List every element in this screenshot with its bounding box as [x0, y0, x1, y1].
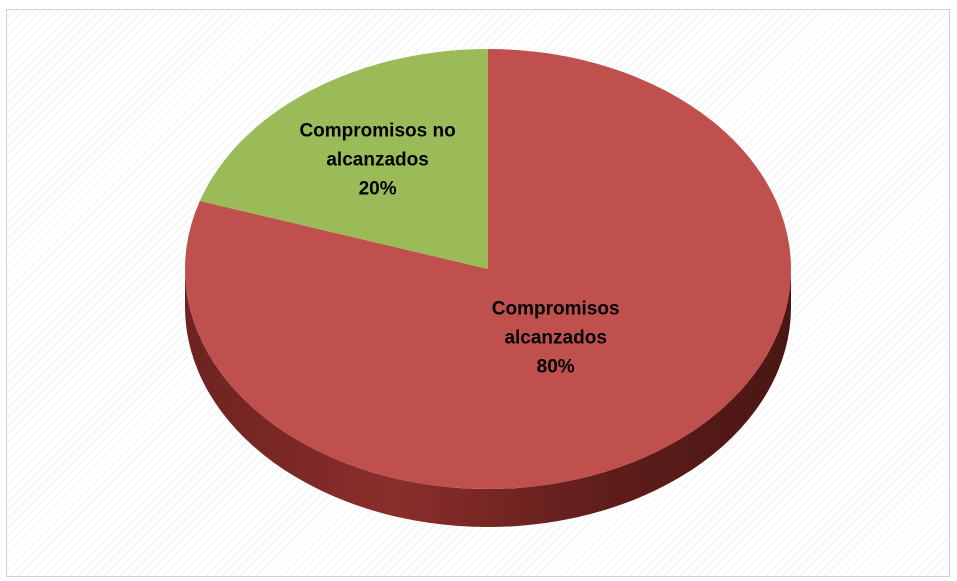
- slice-label-2: Compromisos no alcanzados 20%: [299, 121, 455, 200]
- slice-label-line: alcanzados: [326, 150, 428, 171]
- slice-label-1: Compromisos alcanzados 80%: [492, 299, 620, 378]
- pie-side-wall: [185, 269, 791, 527]
- slice-labels: Compromisos alcanzados 80% Compromisos no al…: [299, 121, 619, 378]
- slice-label-line: alcanzados: [504, 328, 606, 349]
- pie-slice-2: [199, 49, 488, 269]
- slice-label-line: Compromisos no: [299, 121, 455, 142]
- slice-percent-label: 20%: [359, 179, 397, 200]
- slice-percent-label: 80%: [537, 357, 575, 378]
- pie-slices: [185, 49, 791, 527]
- slice-label-line: Compromisos: [492, 299, 620, 320]
